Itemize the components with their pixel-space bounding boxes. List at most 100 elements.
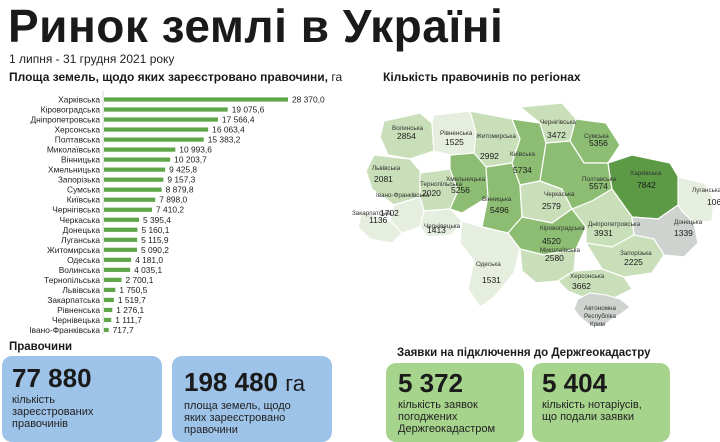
bar-0 xyxy=(104,97,288,102)
map-region-value-10: 2579 xyxy=(542,201,561,211)
bar-18 xyxy=(104,277,122,282)
map-region-name-9: Вінницька xyxy=(482,195,512,203)
area-caption-1: площа земель, щодо xyxy=(184,400,291,412)
bar-label-13: Донецька xyxy=(63,225,101,235)
notaries-value: 5 404 xyxy=(542,368,608,398)
map-region-name-22: Запорізька xyxy=(620,249,652,257)
map-region-name-14: Івано-Франківська xyxy=(376,191,430,199)
map-region-value-12: 7842 xyxy=(637,180,656,190)
notaries-caption-2: що подали заявки xyxy=(542,411,635,423)
map-region-8 xyxy=(449,152,489,214)
bar-value-3: 16 063,4 xyxy=(212,125,245,135)
bar-chart-unit: га xyxy=(331,70,343,84)
bar-20 xyxy=(104,297,114,303)
bar-chart-title: Площа земель, щодо яких зареєстровано пр… xyxy=(9,70,328,84)
map-region-name-0: Волинська xyxy=(392,125,424,132)
bar-value-11: 7 410,2 xyxy=(156,205,184,215)
bar-9 xyxy=(104,187,162,192)
map-region-name-18: Дніпропетровська xyxy=(588,220,641,228)
map-region-value-2: 2992 xyxy=(480,151,499,161)
map-region-name-21: Миколаївська xyxy=(540,247,580,254)
bar-label-14: Луганська xyxy=(61,235,100,245)
bar-17 xyxy=(104,267,131,272)
bar-value-6: 10 203,7 xyxy=(174,155,207,165)
bar-5 xyxy=(104,147,176,152)
bar-value-5: 10 993,6 xyxy=(179,145,212,155)
bar-3 xyxy=(104,127,209,132)
bar-14 xyxy=(104,237,138,242)
bar-value-18: 2 700,1 xyxy=(126,275,154,285)
bar-label-3: Херсонська xyxy=(54,125,100,135)
bar-label-8: Запорізька xyxy=(58,175,100,185)
map-region-15 xyxy=(357,210,403,244)
area-unit: га xyxy=(285,371,305,396)
map-region-value-11: 5574 xyxy=(589,181,608,191)
bar-21 xyxy=(104,307,113,313)
map-region-value-7: 2020 xyxy=(422,188,441,198)
page-subtitle: 1 липня - 31 грудня 2021 року xyxy=(9,52,175,66)
area-card: 198 480 га площа земель, щодо яких зареє… xyxy=(172,356,332,442)
area-value: 198 480 га xyxy=(184,368,305,398)
map-region-name-4: Чернігівська xyxy=(540,118,576,126)
bar-2 xyxy=(104,117,218,122)
bar-value-7: 9 425,8 xyxy=(169,165,197,175)
bar-label-17: Волинська xyxy=(59,265,101,275)
map-region-name-8: Хмельницька xyxy=(446,176,486,183)
map-region-value-20: 1531 xyxy=(482,275,501,285)
deals-count-caption-3: правочинів xyxy=(12,418,69,430)
area-caption-2: яких зареєстровано xyxy=(184,412,286,424)
map-region-name-7: Тернопільська xyxy=(420,180,463,188)
bar-label-23: Івано-Франківська xyxy=(29,325,100,335)
bar-8 xyxy=(104,177,164,182)
crimea-label-3: Крим xyxy=(590,321,605,328)
crimea-label-2: Республіка xyxy=(584,312,616,320)
map-region-value-17: 4520 xyxy=(542,236,561,246)
page-title: Ринок землі в Україні xyxy=(8,0,504,52)
approved-applications-value: 5 372 xyxy=(398,368,464,398)
map-region-value-19: 1339 xyxy=(674,228,693,238)
deals-count-value: 77 880 xyxy=(12,363,92,393)
bar-label-2: Дніпропетровська xyxy=(31,115,101,125)
bar-label-12: Черкаська xyxy=(60,215,101,225)
bar-value-22: 1 111,7 xyxy=(115,315,142,325)
bar-label-16: Одеська xyxy=(67,255,100,265)
bar-value-10: 7 898,0 xyxy=(159,195,187,205)
bar-value-9: 8 879,8 xyxy=(166,185,194,195)
deals-count-caption-2: зареєстрованих xyxy=(12,406,94,418)
bar-13 xyxy=(104,227,138,232)
bar-value-23: 717,7 xyxy=(113,325,134,335)
bar-label-19: Львівська xyxy=(62,285,100,295)
bar-value-17: 4 035,1 xyxy=(134,265,162,275)
approved-applications-caption-1: кількість заявок xyxy=(398,399,478,411)
map-region-value-9: 5496 xyxy=(490,205,509,215)
bar-label-11: Чернігівська xyxy=(52,205,100,215)
map-region-name-5: Сумська xyxy=(584,133,609,140)
map-region-name-3: Київська xyxy=(510,151,536,158)
deals-section-label: Правочини xyxy=(9,341,73,353)
bar-value-2: 17 566,4 xyxy=(222,115,255,125)
bar-7 xyxy=(104,167,166,172)
bar-chart: Харківська 28 370,0 Кіровоградська 19 075,6… xyxy=(29,91,325,335)
bar-value-4: 15 383,2 xyxy=(208,135,241,145)
crimea-region xyxy=(573,292,631,328)
bar-label-20: Закарпатська xyxy=(47,295,100,305)
map-region-value-4: 3472 xyxy=(547,130,566,140)
bar-label-4: Полтавська xyxy=(55,135,101,145)
map-region-value-14: 1702 xyxy=(380,208,399,218)
bar-16 xyxy=(104,257,132,262)
map-region-name-16: Чернівецька xyxy=(424,222,461,230)
bar-value-20: 1 519,7 xyxy=(118,295,146,305)
bar-value-8: 9 157,3 xyxy=(167,175,195,185)
bar-label-7: Хмельницька xyxy=(48,165,100,175)
map-region-value-16: 1413 xyxy=(427,225,446,235)
map-region-value-8: 5256 xyxy=(451,185,470,195)
map-heading: Кількість правочинів по регіонах xyxy=(383,70,581,84)
bar-label-21: Рівненська xyxy=(57,305,100,315)
map-region-value-3: 5734 xyxy=(513,165,532,175)
map-region-name-2: Житомирська xyxy=(476,133,516,140)
map-region-name-17: Кіровоградська xyxy=(540,224,585,232)
bar-4 xyxy=(104,137,204,142)
map-region-value-6: 2081 xyxy=(374,174,393,184)
area-caption-3: правочини xyxy=(184,424,238,436)
bar-23 xyxy=(104,327,109,333)
